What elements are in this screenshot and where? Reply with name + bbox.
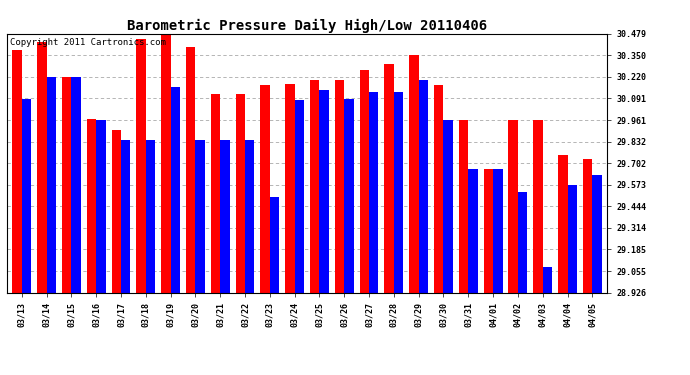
Bar	[295, 100, 304, 292]
Bar	[62, 77, 71, 292]
Bar	[444, 120, 453, 292]
Bar	[211, 94, 220, 292]
Bar	[112, 130, 121, 292]
Bar	[434, 85, 444, 292]
Bar	[186, 47, 195, 292]
Bar	[170, 87, 180, 292]
Bar	[409, 55, 419, 292]
Bar	[543, 267, 552, 292]
Bar	[484, 168, 493, 292]
Bar	[419, 80, 428, 292]
Bar	[137, 39, 146, 292]
Bar	[270, 197, 279, 292]
Bar	[369, 92, 379, 292]
Bar	[96, 120, 106, 292]
Bar	[459, 120, 469, 292]
Bar	[310, 80, 319, 292]
Bar	[22, 99, 31, 292]
Bar	[220, 140, 230, 292]
Bar	[493, 168, 502, 292]
Bar	[87, 118, 96, 292]
Text: Copyright 2011 Cartronics.com: Copyright 2011 Cartronics.com	[10, 38, 166, 46]
Bar	[195, 140, 205, 292]
Title: Barometric Pressure Daily High/Low 20110406: Barometric Pressure Daily High/Low 20110…	[127, 18, 487, 33]
Bar	[121, 140, 130, 292]
Bar	[567, 185, 577, 292]
Bar	[583, 159, 592, 292]
Bar	[359, 70, 369, 292]
Bar	[37, 42, 47, 292]
Bar	[71, 77, 81, 292]
Bar	[335, 80, 344, 292]
Bar	[518, 192, 527, 292]
Bar	[285, 84, 295, 292]
Bar	[146, 140, 155, 292]
Bar	[533, 120, 543, 292]
Bar	[319, 90, 329, 292]
Bar	[235, 94, 245, 292]
Bar	[47, 77, 56, 292]
Bar	[558, 155, 567, 292]
Bar	[260, 85, 270, 292]
Bar	[509, 120, 518, 292]
Bar	[384, 64, 394, 292]
Bar	[394, 92, 403, 292]
Bar	[12, 50, 22, 292]
Bar	[161, 35, 170, 292]
Bar	[469, 168, 477, 292]
Bar	[344, 99, 354, 292]
Bar	[245, 140, 255, 292]
Bar	[592, 175, 602, 292]
